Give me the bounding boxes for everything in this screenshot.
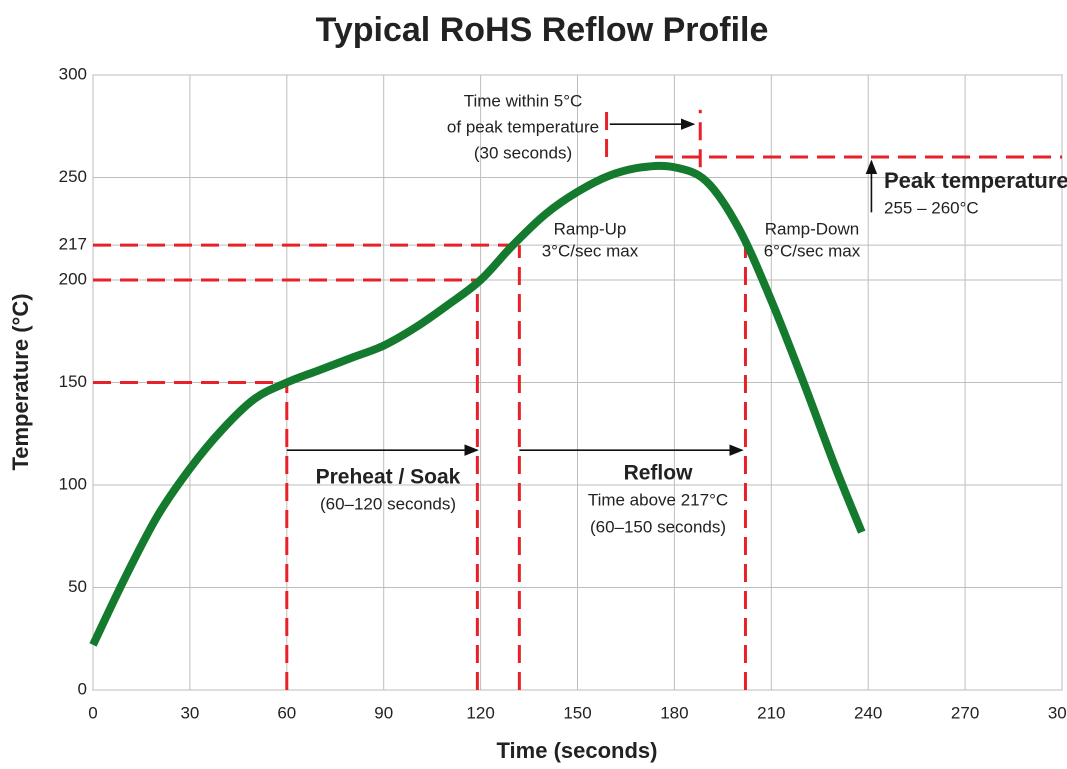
y-tick-label: 0	[78, 679, 87, 698]
x-tick-label: 60	[277, 703, 296, 722]
x-tick-label: 300	[1048, 703, 1067, 722]
annotation: Preheat / Soak	[316, 466, 461, 489]
annotation: (30 seconds)	[474, 143, 572, 162]
y-tick-label: 50	[68, 577, 87, 596]
x-axis-label: Time (seconds)	[497, 738, 658, 763]
annotation: Peak temperature	[884, 168, 1067, 193]
annotation: (60–150 seconds)	[590, 517, 726, 536]
x-tick-label: 30	[180, 703, 199, 722]
x-tick-label: 150	[563, 703, 591, 722]
x-tick-label: 210	[757, 703, 785, 722]
x-tick-label: 270	[951, 703, 979, 722]
y-tick-label: 250	[59, 167, 87, 186]
y-tick-label: 100	[59, 474, 87, 493]
x-tick-label: 0	[88, 703, 97, 722]
x-tick-label: 180	[660, 703, 688, 722]
profile-line	[89, 161, 866, 647]
y-tick-label: 150	[59, 372, 87, 391]
annotation: Ramp-Down	[765, 219, 859, 238]
annotation: (60–120 seconds)	[320, 494, 456, 513]
annotation: Reflow	[624, 462, 694, 485]
y-axis-label: Temperature (°C)	[8, 293, 33, 470]
x-tick-label: 240	[854, 703, 882, 722]
annotation: Ramp-Up	[554, 219, 627, 238]
annotation: 3°C/sec max	[542, 241, 639, 260]
x-tick-label: 120	[466, 703, 494, 722]
y-tick-label: 300	[59, 64, 87, 83]
chart-title: Typical RoHS Reflow Profile	[316, 11, 769, 49]
annotation: of peak temperature	[447, 117, 599, 136]
annotation: 6°C/sec max	[764, 241, 861, 260]
annotation: Time above 217°C	[588, 490, 728, 509]
x-tick-label: 90	[374, 703, 393, 722]
y-tick-label: 200	[59, 269, 87, 288]
annotation: 255 – 260°C	[884, 198, 979, 217]
y-tick-label: 217	[59, 235, 87, 254]
annotation: Time within 5°C	[464, 91, 583, 110]
